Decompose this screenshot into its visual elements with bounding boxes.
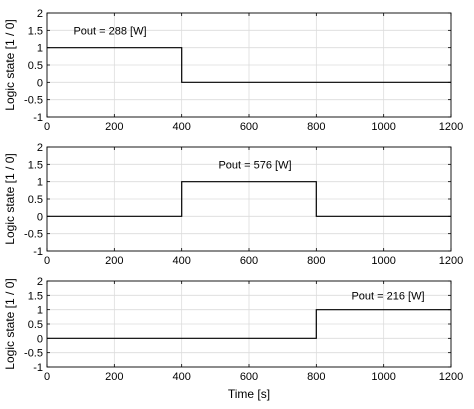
y-tick-label: 0.5 bbox=[28, 60, 43, 72]
y-tick-label: -1 bbox=[33, 246, 43, 258]
power-annotation: Pout = 216 [W] bbox=[351, 290, 424, 302]
y-tick-label: 0 bbox=[37, 211, 43, 223]
y-tick-label: 2 bbox=[37, 142, 43, 154]
x-tick-label: 1000 bbox=[371, 371, 395, 383]
x-tick-label: 0 bbox=[44, 121, 50, 133]
y-axis-label: Logic state [1 / 0] bbox=[3, 153, 17, 244]
y-tick-label: 2 bbox=[37, 8, 43, 20]
power-annotation: Pout = 288 [W] bbox=[73, 25, 146, 37]
y-tick-label: 1.5 bbox=[28, 159, 43, 171]
y-tick-label: 0.5 bbox=[28, 194, 43, 206]
y-tick-label: -0.5 bbox=[24, 95, 43, 107]
subplot-2: 0 200 400 600 800 1000 1200 -1 -0.5 0 0.5 1 1.5 2 Pout… bbox=[3, 142, 463, 267]
y-tick-label: -1 bbox=[33, 112, 43, 124]
x-tick-label: 1200 bbox=[439, 255, 463, 267]
power-annotation: Pout = 576 [W] bbox=[218, 159, 291, 171]
y-tick-label: -0.5 bbox=[24, 229, 43, 241]
x-tick-label: 200 bbox=[105, 255, 123, 267]
x-tick-label: 1000 bbox=[371, 255, 395, 267]
y-tick-label: 1 bbox=[37, 305, 43, 317]
y-axis-label: Logic state [1 / 0] bbox=[3, 19, 17, 110]
x-axis-label: Time [s] bbox=[228, 387, 270, 401]
y-axis-label: Logic state [1 / 0] bbox=[3, 278, 17, 369]
x-tick-label: 600 bbox=[240, 121, 258, 133]
x-tick-label: 1200 bbox=[439, 371, 463, 383]
axes-box bbox=[46, 12, 452, 118]
y-tick-label: 1.5 bbox=[28, 25, 43, 37]
y-tick-label: 0.5 bbox=[28, 319, 43, 331]
y-tick-label: 1 bbox=[37, 177, 43, 189]
x-tick-label: 1000 bbox=[371, 121, 395, 133]
x-tick-label: 800 bbox=[307, 255, 325, 267]
axes-box bbox=[46, 146, 452, 252]
y-tick-label: -0.5 bbox=[24, 348, 43, 360]
x-tick-label: 800 bbox=[307, 121, 325, 133]
y-tick-label: 0 bbox=[37, 333, 43, 345]
x-tick-label: 200 bbox=[105, 121, 123, 133]
x-tick-label: 600 bbox=[240, 371, 258, 383]
y-tick-label: -1 bbox=[33, 362, 43, 374]
axes-box bbox=[46, 280, 452, 368]
series-line bbox=[47, 309, 451, 339]
subplot-3: 0 200 400 600 800 1000 1200-1-0.500.511.52Pout… bbox=[3, 276, 463, 401]
x-tick-label: 0 bbox=[44, 371, 50, 383]
x-tick-label: 400 bbox=[172, 121, 190, 133]
x-tick-label: 0 bbox=[44, 255, 50, 267]
x-tick-label: 400 bbox=[172, 371, 190, 383]
x-tick-label: 400 bbox=[172, 255, 190, 267]
y-tick-label: 1.5 bbox=[28, 290, 43, 302]
x-tick-label: 200 bbox=[105, 371, 123, 383]
x-tick-label: 800 bbox=[307, 371, 325, 383]
subplot-1: 0 200 400 600 800 1000 1200 -1 -0.5 0 0.5 1 1.5 2 Pout… bbox=[3, 8, 463, 133]
x-tick-label: 600 bbox=[240, 255, 258, 267]
y-tick-label: 1 bbox=[37, 43, 43, 55]
series-line bbox=[47, 47, 451, 83]
y-tick-label: 0 bbox=[37, 77, 43, 89]
series-line bbox=[47, 181, 451, 217]
y-tick-label: 2 bbox=[37, 276, 43, 288]
x-tick-label: 1200 bbox=[439, 121, 463, 133]
